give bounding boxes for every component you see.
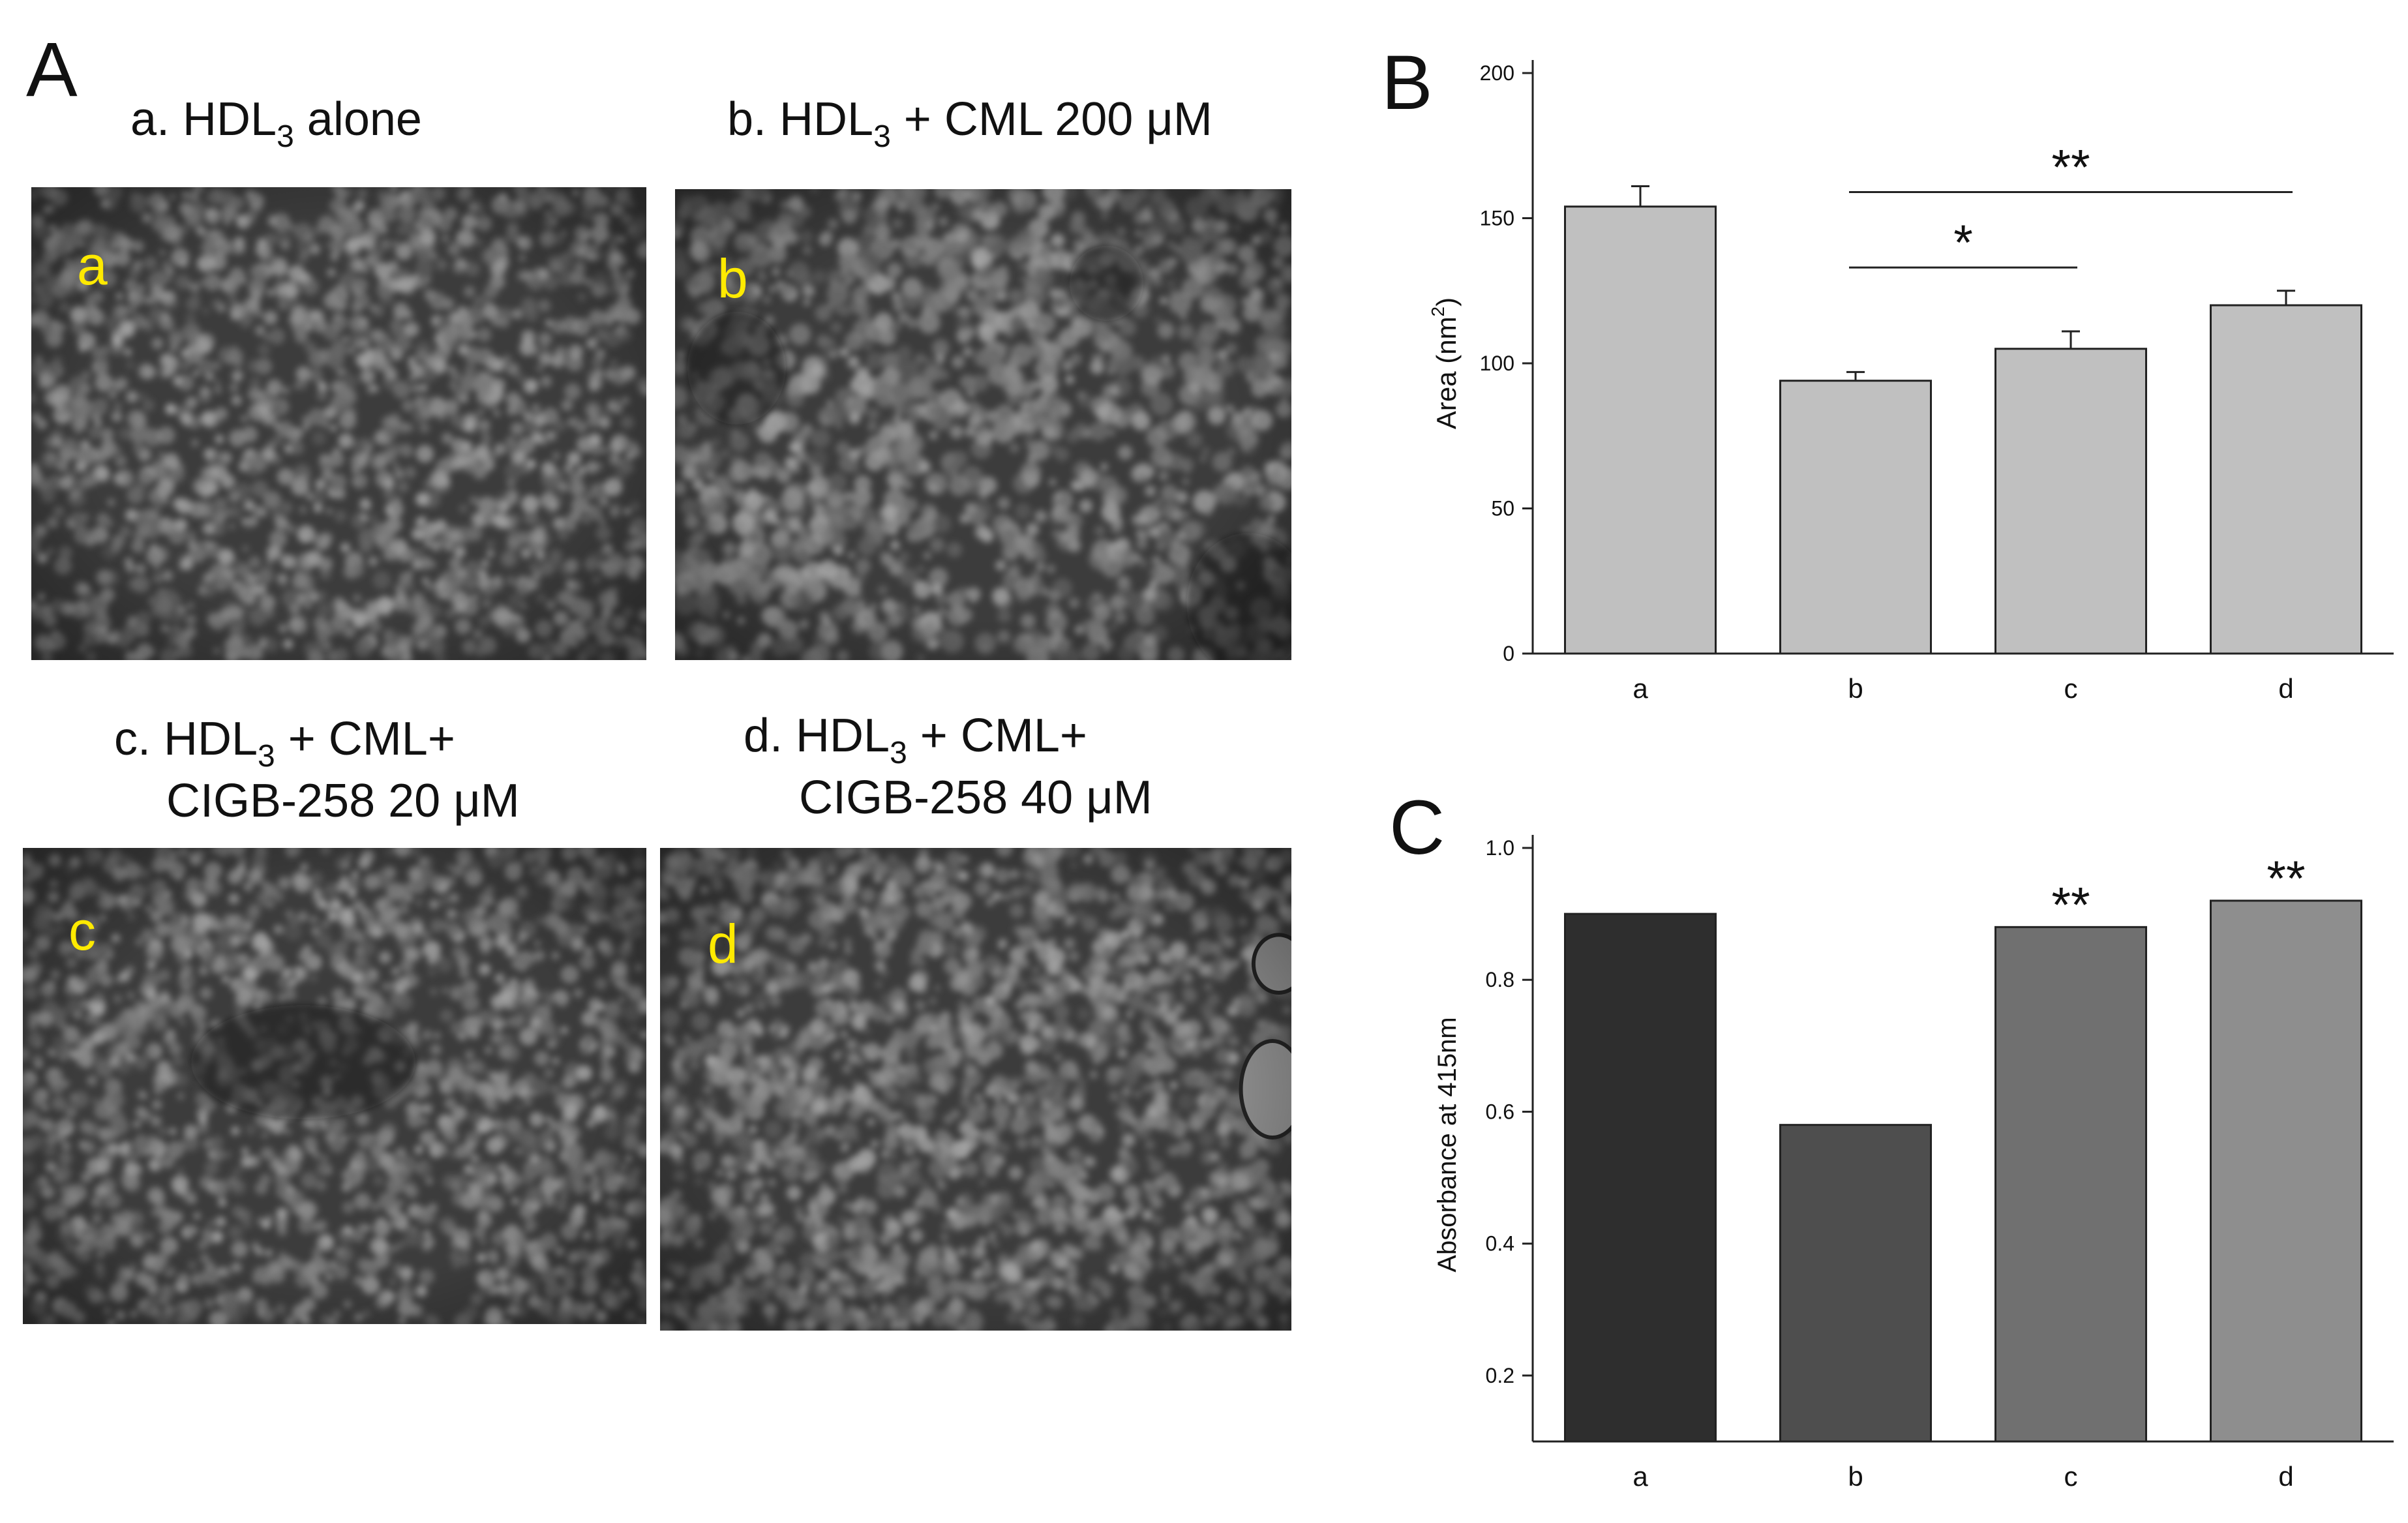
- bar-a: [1564, 912, 1717, 1443]
- micrograph-letter-c: c: [68, 900, 96, 961]
- y-tick-label: 0.6: [1486, 1100, 1514, 1123]
- x-tick-label-d: d: [2278, 1461, 2293, 1492]
- annotation-c: **: [2051, 877, 2090, 933]
- y-axis-label: Area (nm2): [1428, 297, 1462, 429]
- x-tick-label-b: b: [1848, 1461, 1863, 1492]
- x-tick-label-c: c: [2064, 673, 2078, 704]
- y-tick-label: 0.8: [1486, 968, 1514, 991]
- caption-image-d: d. HDL3 + CML+: [744, 710, 1087, 770]
- x-tick-label-b: b: [1848, 673, 1863, 704]
- y-tick-label: 1.0: [1486, 836, 1514, 860]
- x-tick-label-c: c: [2064, 1461, 2078, 1492]
- y-tick-label: 150: [1480, 207, 1514, 230]
- bar-c: [1994, 348, 2147, 655]
- chart-svg: 0.2 0.4 0.6 0.8 1.0 a b c d Absorbance at 415nm **…: [1433, 835, 2394, 1492]
- micrograph-letter-a: a: [77, 235, 108, 296]
- y-tick-label: 0: [1503, 642, 1514, 665]
- micrograph-letter-b: b: [717, 248, 748, 309]
- chart-b: 0 50 100 150 200 a b c d Area (nm2) * **: [1402, 39, 2400, 731]
- micrograph-a: [31, 187, 646, 660]
- y-tick-label: 200: [1480, 61, 1514, 85]
- chart-c: 0.2 0.4 0.6 0.8 1.0 a b c d Absorbance at 415nm **…: [1402, 809, 2400, 1520]
- micrograph-b: [675, 189, 1291, 660]
- panel-letter-c: C: [1389, 785, 1445, 871]
- x-tick-label-a: a: [1633, 1461, 1648, 1492]
- caption-image-d-line2: CIGB-258 40 μM: [799, 772, 1152, 824]
- bar-c: [1994, 926, 2147, 1443]
- panel-letter-a: A: [26, 27, 78, 113]
- panel-letter-b: B: [1381, 40, 1433, 126]
- micrograph-c: [23, 848, 646, 1324]
- caption-image-b: b. HDL3 + CML 200 μM: [727, 93, 1212, 154]
- significance-label: *: [1953, 215, 1973, 271]
- micrograph-letter-d: d: [708, 913, 738, 974]
- bar-d: [2210, 899, 2362, 1443]
- annotation-d: **: [2266, 851, 2305, 907]
- micrograph-d: [660, 848, 1291, 1331]
- x-tick-label-d: d: [2278, 673, 2293, 704]
- significance-label: **: [2051, 140, 2090, 195]
- caption-image-a: a. HDL3 alone: [130, 93, 422, 154]
- bar-b: [1779, 380, 1932, 655]
- y-axis-label: Absorbance at 415nm: [1433, 1017, 1462, 1272]
- bar-a: [1564, 205, 1717, 655]
- caption-image-c-line2: CIGB-258 20 μM: [166, 775, 520, 827]
- y-tick-label: 50: [1491, 497, 1514, 520]
- y-tick-label: 100: [1480, 352, 1514, 375]
- caption-image-c: c. HDL3 + CML+: [114, 713, 455, 774]
- bar-d: [2210, 304, 2362, 655]
- y-tick-label: 0.4: [1486, 1232, 1514, 1256]
- bar-b: [1779, 1124, 1932, 1443]
- y-tick-label: 0.2: [1486, 1364, 1514, 1387]
- x-tick-label-a: a: [1633, 673, 1648, 704]
